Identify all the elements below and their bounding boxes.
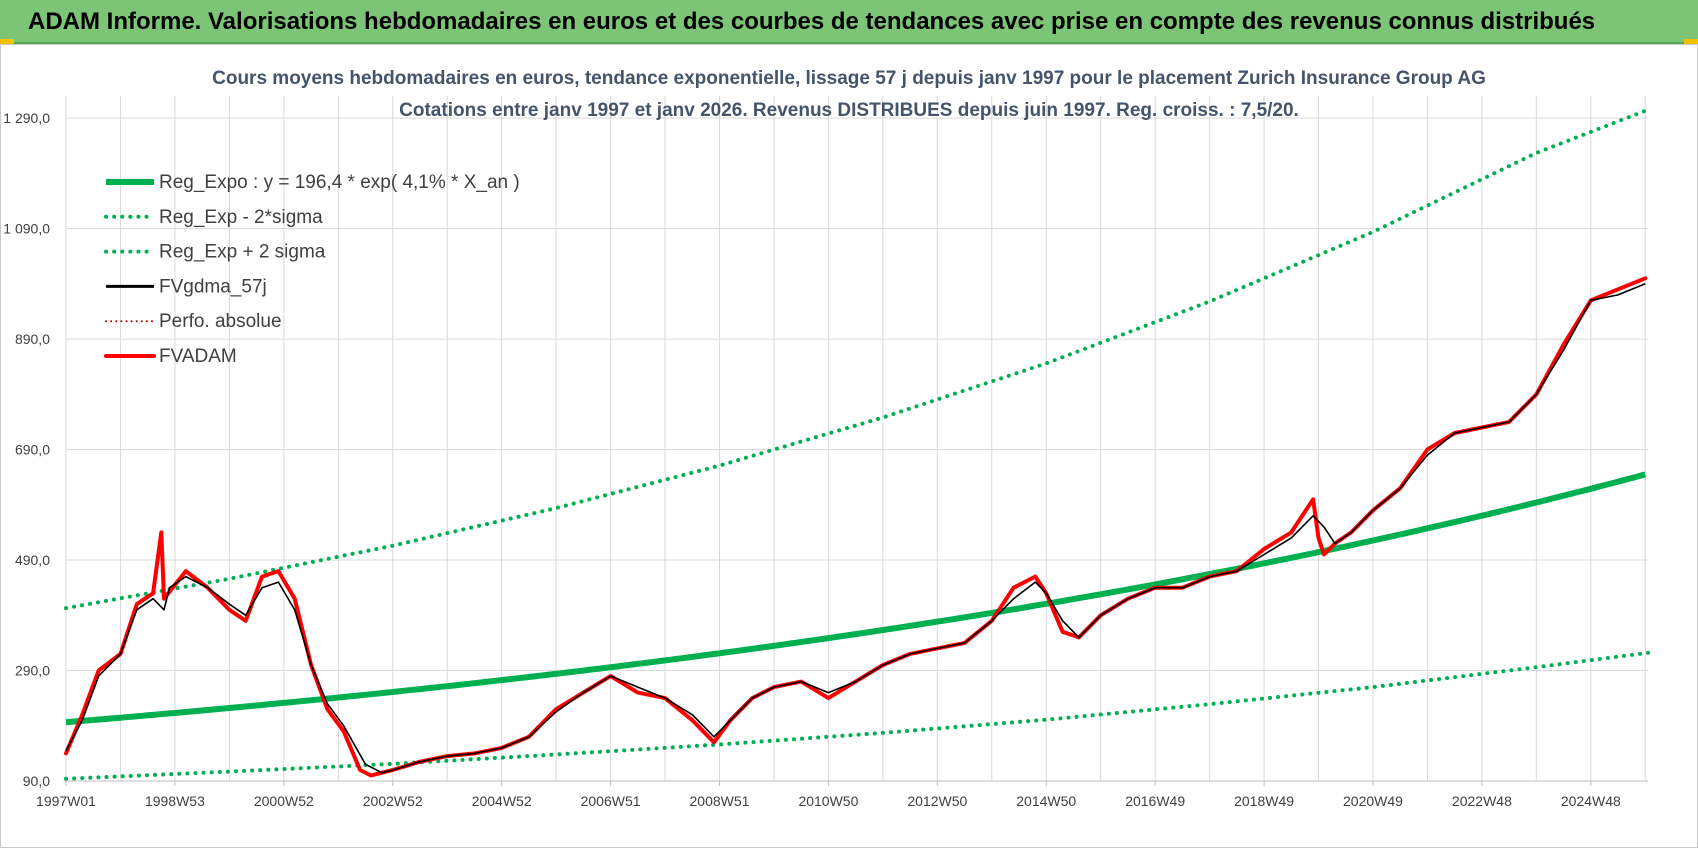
chart-series bbox=[64, 107, 1650, 781]
legend-label: Reg_Exp + 2 sigma bbox=[159, 242, 326, 263]
x-tick-label: 2004W52 bbox=[472, 793, 532, 809]
x-tick-label: 2024W48 bbox=[1561, 793, 1621, 809]
report-title: ADAM Informe. Valorisations hebdomadaire… bbox=[28, 8, 1596, 35]
y-tick-label: 1 290,0 bbox=[3, 110, 50, 126]
chart-legend: Reg_Expo : y = 196,4 * exp( 4,1% * X_an … bbox=[104, 172, 520, 367]
x-tick-label: 2010W50 bbox=[798, 793, 858, 809]
x-tick-label: 2002W52 bbox=[363, 793, 423, 809]
series-reg-exp-plus-2sigma bbox=[64, 107, 1650, 611]
x-tick-label: 1998W53 bbox=[145, 793, 205, 809]
legend-label: FVADAM bbox=[159, 346, 237, 367]
chart-title: Cours moyens hebdomadaires en euros, ten… bbox=[212, 68, 1486, 89]
x-tick-label: 2018W49 bbox=[1234, 793, 1294, 809]
corner-marker-left bbox=[0, 39, 14, 44]
y-tick-label: 890,0 bbox=[15, 331, 50, 347]
corner-marker-right bbox=[1684, 39, 1698, 44]
x-tick-label: 2006W51 bbox=[581, 793, 641, 809]
x-tick-label: 2020W49 bbox=[1343, 793, 1403, 809]
chart-subtitle: Cotations entre janv 1997 et janv 2026. … bbox=[399, 100, 1299, 121]
y-tick-label: 290,0 bbox=[15, 663, 50, 679]
y-tick-label: 490,0 bbox=[15, 552, 50, 568]
y-tick-label: 690,0 bbox=[15, 442, 50, 458]
report-banner: ADAM Informe. Valorisations hebdomadaire… bbox=[0, 0, 1698, 44]
y-tick-label: 90,0 bbox=[23, 773, 50, 789]
chart-gridlines bbox=[65, 96, 1648, 782]
x-axis: 1997W01 1998W53 2000W52 2002W52 2004W52 2006W… bbox=[36, 780, 1648, 809]
y-tick-label: 1 090,0 bbox=[3, 221, 50, 237]
x-tick-label: 2016W49 bbox=[1125, 793, 1185, 809]
x-tick-label: 2022W48 bbox=[1452, 793, 1512, 809]
series-reg-expo bbox=[65, 471, 1647, 726]
legend-label: Reg_Exp - 2*sigma bbox=[159, 207, 323, 228]
y-axis: 90,0 290,0 490,0 690,0 890,0 1 090,0 1 290,0 bbox=[3, 110, 50, 789]
x-tick-label: 2014W50 bbox=[1016, 793, 1076, 809]
x-tick-label: 2008W51 bbox=[690, 793, 750, 809]
trend-chart: Cours moyens hebdomadaires en euros, ten… bbox=[3, 68, 1650, 809]
x-tick-label: 2000W52 bbox=[254, 793, 314, 809]
x-tick-label: 1997W01 bbox=[36, 793, 96, 809]
legend-label: FVgdma_57j bbox=[159, 276, 267, 297]
series-reg-exp-minus-2sigma bbox=[64, 650, 1650, 781]
legend-label: Reg_Expo : y = 196,4 * exp( 4,1% * X_an … bbox=[159, 172, 520, 193]
x-tick-label: 2012W50 bbox=[907, 793, 967, 809]
legend-label: Perfo. absolue bbox=[159, 311, 282, 332]
series-fvgdma-57j bbox=[65, 283, 1646, 774]
